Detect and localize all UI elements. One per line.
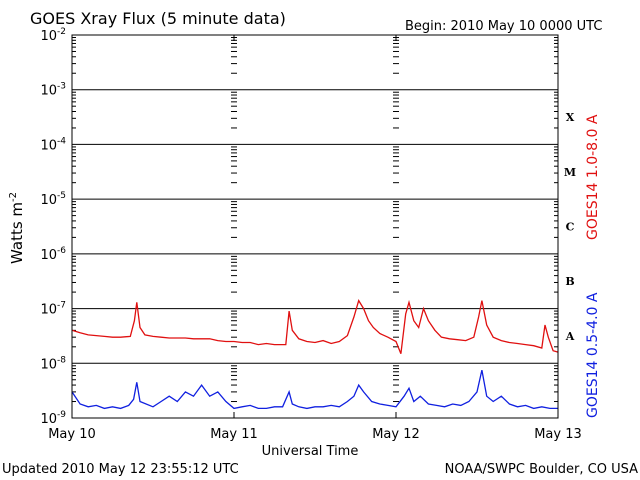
y-axis-label-exp: -2 <box>8 192 19 202</box>
y-tick-label: 10-5 <box>40 191 66 208</box>
legend-long-text: GOES14 1.0-8.0 A <box>585 114 601 240</box>
series-line-short <box>71 369 558 410</box>
flare-class-label: A <box>565 330 575 343</box>
y-axis-label-base: Watts m <box>8 202 26 264</box>
flare-class-label: B <box>565 275 574 288</box>
series-layer <box>71 299 559 410</box>
begin-date: Begin: 2010 May 10 0000 UTC <box>405 19 602 34</box>
x-tick-label: May 12 <box>372 427 420 442</box>
flare-class-label: M <box>564 166 576 179</box>
credit-text: NOAA/SWPC Boulder, CO USA <box>445 462 638 477</box>
y-tick-label: 10-2 <box>40 27 66 44</box>
legend-long: GOES14 1.0-8.0 A <box>585 114 601 240</box>
x-tick-label: May 10 <box>48 427 96 442</box>
flare-class-labels: X M C B A <box>564 111 576 343</box>
x-tick-labels: May 10 May 11 May 12 May 13 <box>48 427 582 442</box>
axis-ticks <box>71 35 559 418</box>
svg-text:Watts m-2: Watts m-2 <box>8 192 26 264</box>
y-axis-label: Watts m-2 <box>8 192 26 264</box>
series-line-long <box>71 299 559 354</box>
y-tick-label: 10-3 <box>40 82 66 99</box>
chart-title: GOES Xray Flux (5 minute data) <box>30 9 286 28</box>
legend-short: GOES14 0.5-4.0 A <box>585 292 601 418</box>
y-tick-label: 10-9 <box>40 410 66 427</box>
y-tick-label: 10-8 <box>40 355 66 372</box>
grid-lines <box>72 89 558 364</box>
flare-class-label: C <box>566 221 575 234</box>
y-tick-label: 10-7 <box>40 301 66 318</box>
x-axis-label: Universal Time <box>262 444 359 459</box>
updated-timestamp: Updated 2010 May 12 23:55:12 UTC <box>2 462 239 477</box>
x-tick-label: May 13 <box>534 427 582 442</box>
flare-class-label: X <box>566 111 575 124</box>
plot-frame <box>71 34 559 419</box>
y-tick-labels: 10-2 10-3 10-4 10-5 10-6 10-7 10-8 10-9 <box>40 27 66 427</box>
y-tick-label: 10-6 <box>40 246 66 263</box>
legend-short-text: GOES14 0.5-4.0 A <box>585 292 601 418</box>
y-tick-label: 10-4 <box>40 136 66 153</box>
x-tick-label: May 11 <box>210 427 258 442</box>
